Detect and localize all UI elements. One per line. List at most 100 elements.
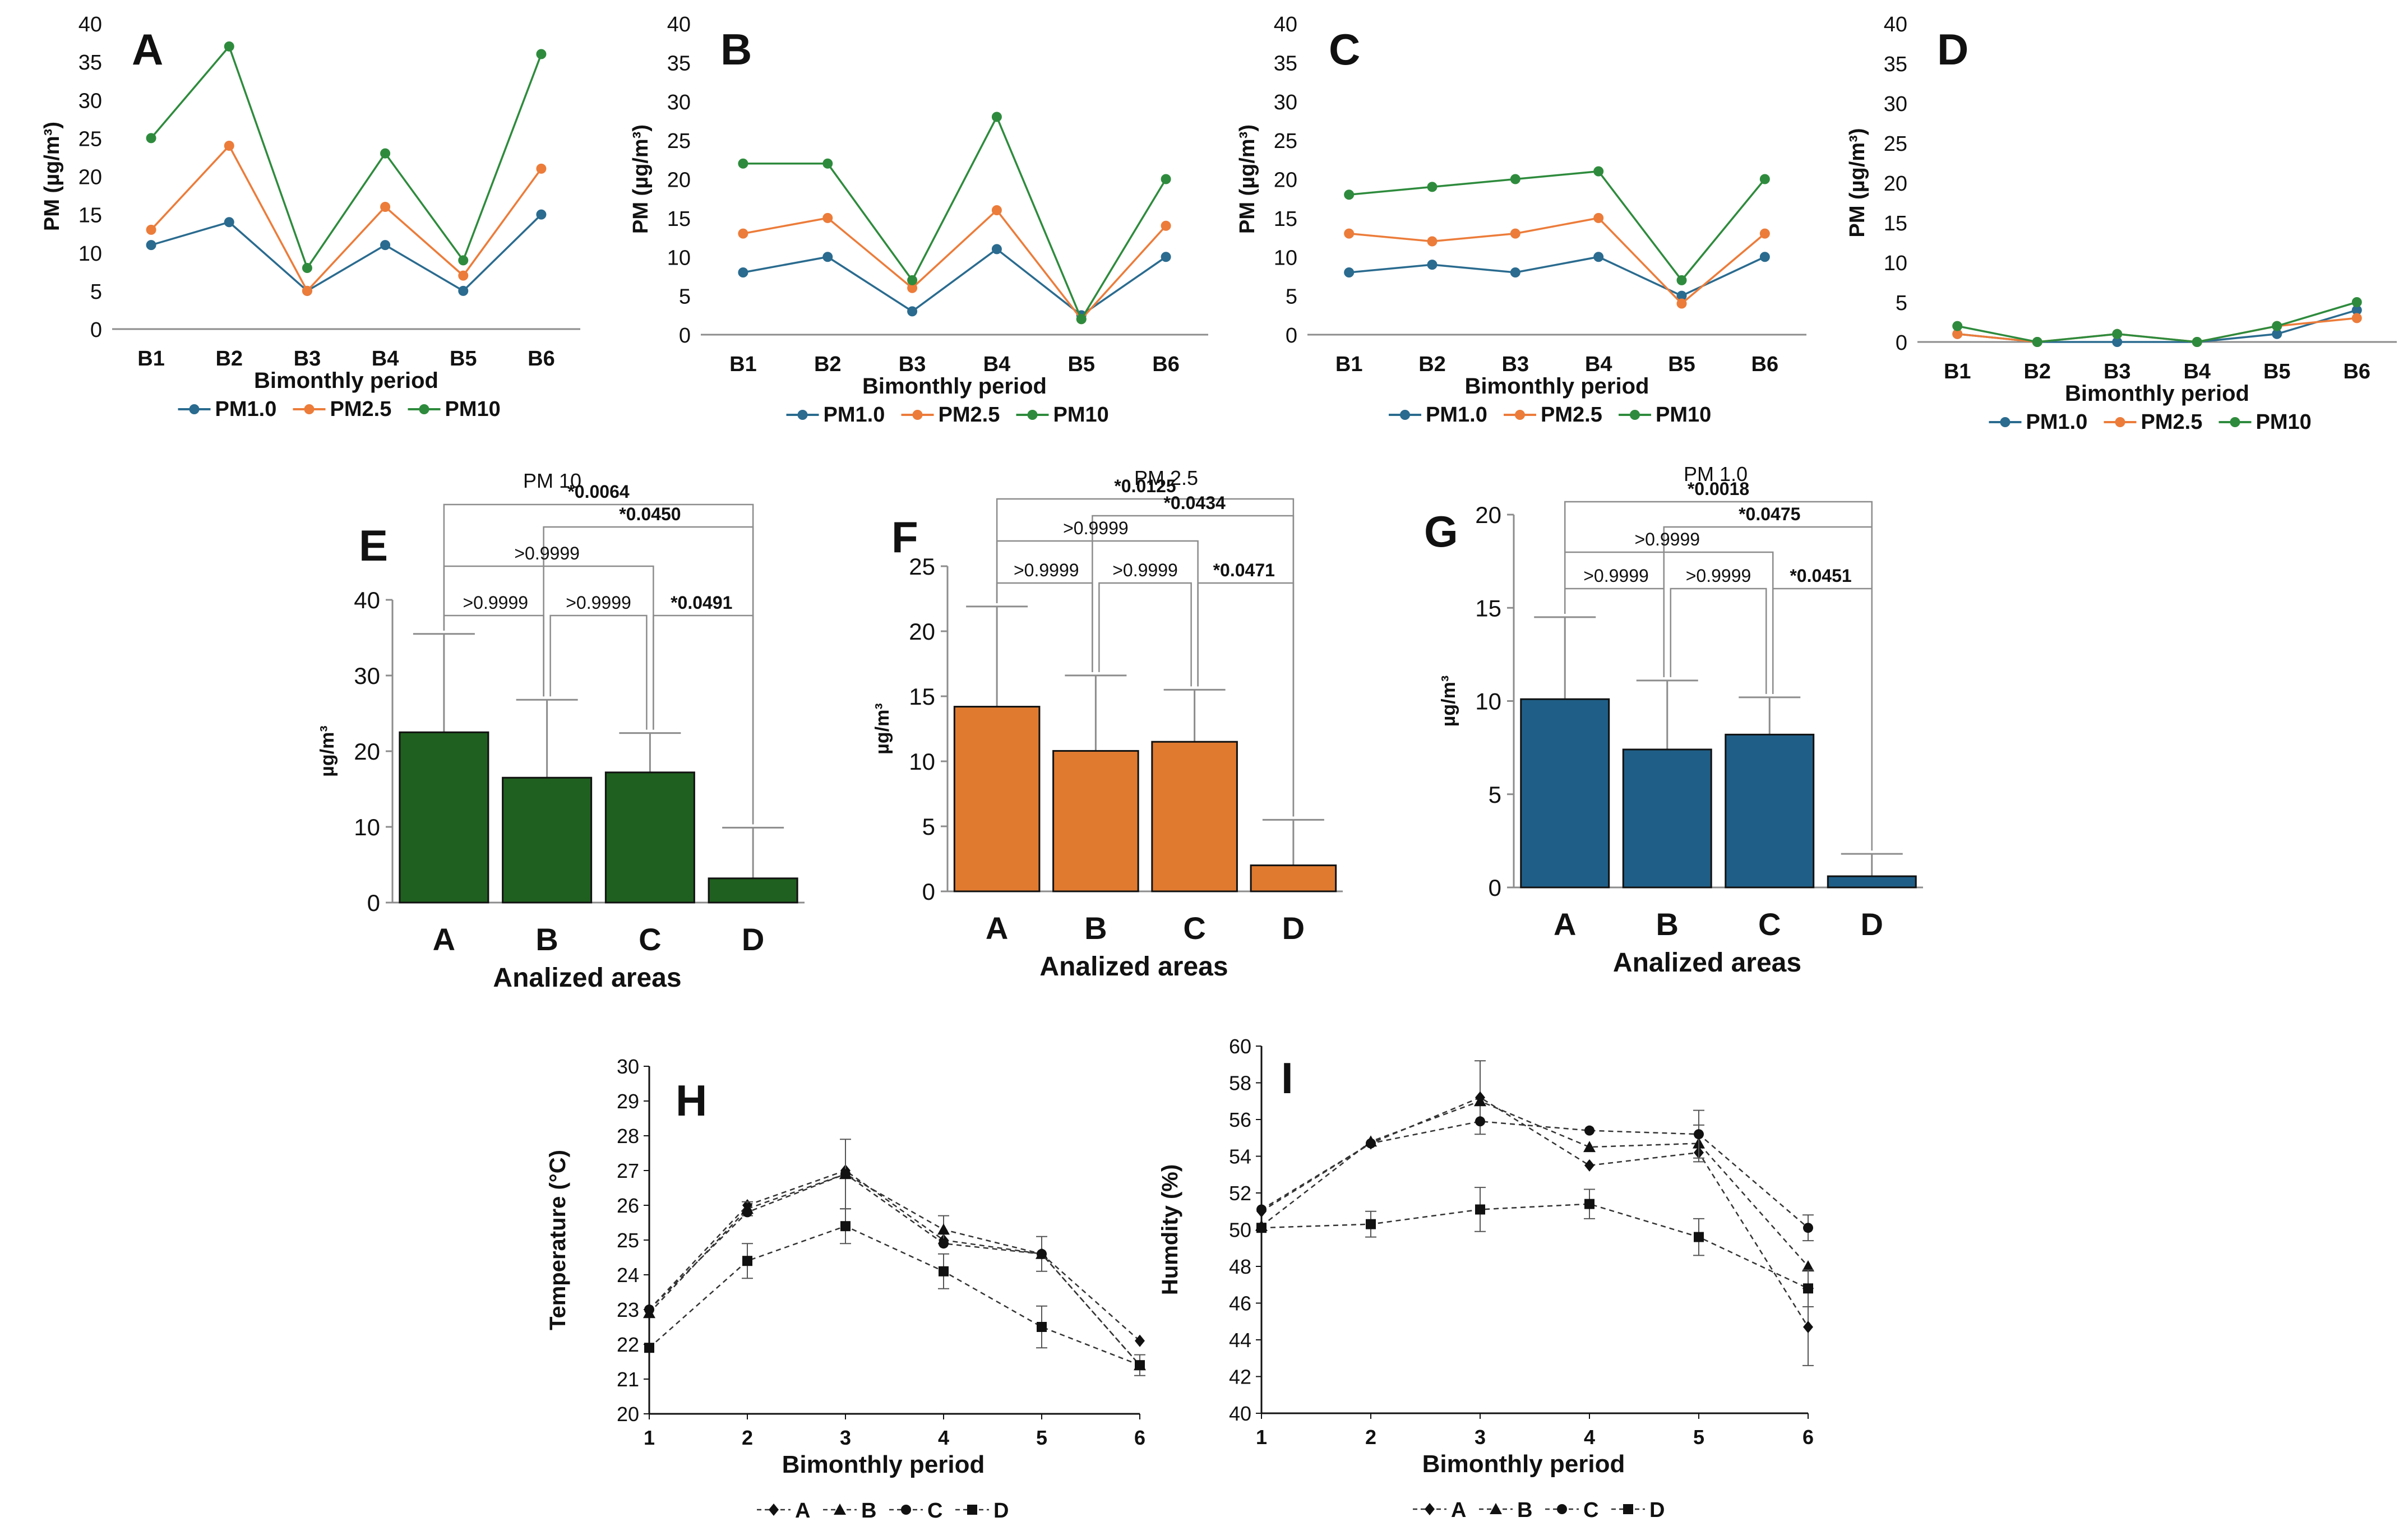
- marker-square: [1366, 1219, 1376, 1229]
- marker-square: [840, 1221, 851, 1232]
- data-point: [1076, 314, 1087, 325]
- series-line-pm10: [1349, 170, 1766, 282]
- data-point: [991, 112, 1002, 122]
- data-point: [2112, 337, 2123, 347]
- x-tick-label: B1: [137, 347, 165, 371]
- data-point: [1161, 252, 1171, 262]
- bar-c: [1151, 741, 1238, 892]
- y-tick-label: 5: [679, 285, 691, 309]
- series-line-pm10: [150, 44, 543, 270]
- x-tick-label: B3: [899, 353, 926, 376]
- data-point: [907, 306, 918, 317]
- significance-bracket: [996, 498, 1295, 817]
- significance-bracket: [653, 614, 754, 825]
- x-tick-label: C: [639, 922, 661, 957]
- data-point: [1344, 189, 1355, 200]
- p-value-label: *0.0471: [1213, 560, 1275, 580]
- x-tick-label: B4: [2183, 360, 2211, 383]
- data-point: [2192, 337, 2202, 347]
- data-point: [380, 202, 391, 212]
- data-point: [224, 217, 234, 228]
- significance-bracket: [549, 614, 648, 730]
- series-line-d: [649, 1225, 1140, 1366]
- y-tick-label: 0: [1896, 331, 1907, 355]
- chart-subtitle: PM 1.0: [1684, 462, 1748, 485]
- y-tick-label: 20: [1475, 502, 1501, 528]
- y-tick-label: 15: [78, 204, 102, 228]
- marker-diamond: [769, 1504, 779, 1516]
- chart-b: 0 5 10 15 20 25 30 35 40 B1 B2 B3 B4 B5 B6 B PM (µg/m³) B…: [629, 13, 1208, 427]
- x-axis-label: Bimonthly period: [254, 368, 438, 393]
- data-point: [2112, 329, 2123, 339]
- x-tick-label: 6: [1802, 1426, 1814, 1449]
- bar-d: [708, 877, 798, 904]
- y-tick-label: 0: [679, 324, 691, 348]
- p-value-label: *0.0125: [1114, 476, 1176, 496]
- legend-marker: [1630, 410, 1640, 420]
- y-tick-label: 25: [78, 127, 102, 151]
- data-point: [907, 275, 918, 285]
- y-tick-label: 5: [90, 280, 102, 304]
- data-point: [302, 263, 312, 273]
- legend-marker: [419, 404, 429, 414]
- data-point: [536, 163, 547, 174]
- y-tick-label: 35: [1274, 52, 1297, 75]
- series-line-pm10: [1349, 256, 1765, 297]
- y-axis-label: PM (µg/m³): [1846, 128, 1869, 238]
- legend-marker: [1400, 410, 1410, 420]
- marker-circle: [939, 1238, 949, 1249]
- x-axis-label: Analized areas: [1039, 952, 1228, 982]
- x-tick-label: B: [1084, 910, 1107, 946]
- x-tick-label: B2: [1418, 353, 1446, 376]
- y-tick-label: 0: [90, 318, 102, 342]
- data-point: [1593, 166, 1604, 177]
- x-tick-label: B6: [528, 347, 555, 371]
- data-point: [146, 133, 156, 144]
- data-point: [458, 255, 469, 266]
- panel-letter: E: [359, 521, 388, 570]
- y-tick-label: 60: [1229, 1035, 1251, 1058]
- y-tick-label: 40: [354, 587, 380, 613]
- x-tick-label: 3: [840, 1426, 851, 1449]
- data-point: [1427, 260, 1438, 270]
- y-tick-label: 30: [667, 91, 691, 114]
- y-tick-label: 20: [78, 166, 102, 189]
- marker-circle: [901, 1505, 911, 1515]
- legend-label: PM2.5: [330, 397, 392, 421]
- series-line-pm10: [743, 248, 1167, 317]
- series-line-b: [649, 1173, 1140, 1366]
- data-point: [1593, 252, 1604, 262]
- data-point: [1161, 220, 1171, 231]
- x-tick-label: 6: [1134, 1426, 1145, 1449]
- bar-d: [1250, 864, 1337, 892]
- marker-square: [742, 1256, 752, 1266]
- marker-square: [1037, 1322, 1047, 1332]
- y-tick-label: 15: [1884, 212, 1907, 235]
- legend-label: D: [1649, 1498, 1665, 1522]
- y-tick-label: 25: [617, 1229, 639, 1252]
- data-point: [1759, 252, 1770, 262]
- marker-triangle: [1802, 1260, 1814, 1271]
- y-tick-label: 10: [1884, 252, 1907, 275]
- x-axis-label: Bimonthly period: [1465, 374, 1649, 399]
- bar-c: [604, 771, 695, 904]
- panel-letter: C: [1329, 25, 1360, 74]
- x-tick-label: 5: [1036, 1426, 1047, 1449]
- y-tick-label: 42: [1229, 1366, 1251, 1389]
- bar-d: [1827, 875, 1917, 889]
- data-point: [1510, 228, 1520, 239]
- data-point: [738, 158, 748, 169]
- data-point: [738, 228, 748, 239]
- series-line-pm10: [151, 214, 542, 293]
- x-axis-label: Bimonthly period: [782, 1451, 985, 1478]
- data-point: [1759, 228, 1770, 239]
- marker-circle: [1256, 1204, 1267, 1215]
- significance-bracket: [1772, 588, 1873, 851]
- y-tick-label: 30: [1274, 91, 1297, 114]
- series-line-a: [1261, 1097, 1809, 1328]
- legend-label: PM1.0: [2026, 410, 2088, 434]
- legend-marker: [189, 404, 200, 414]
- x-tick-label: 1: [644, 1426, 655, 1449]
- y-tick-label: 23: [617, 1298, 639, 1321]
